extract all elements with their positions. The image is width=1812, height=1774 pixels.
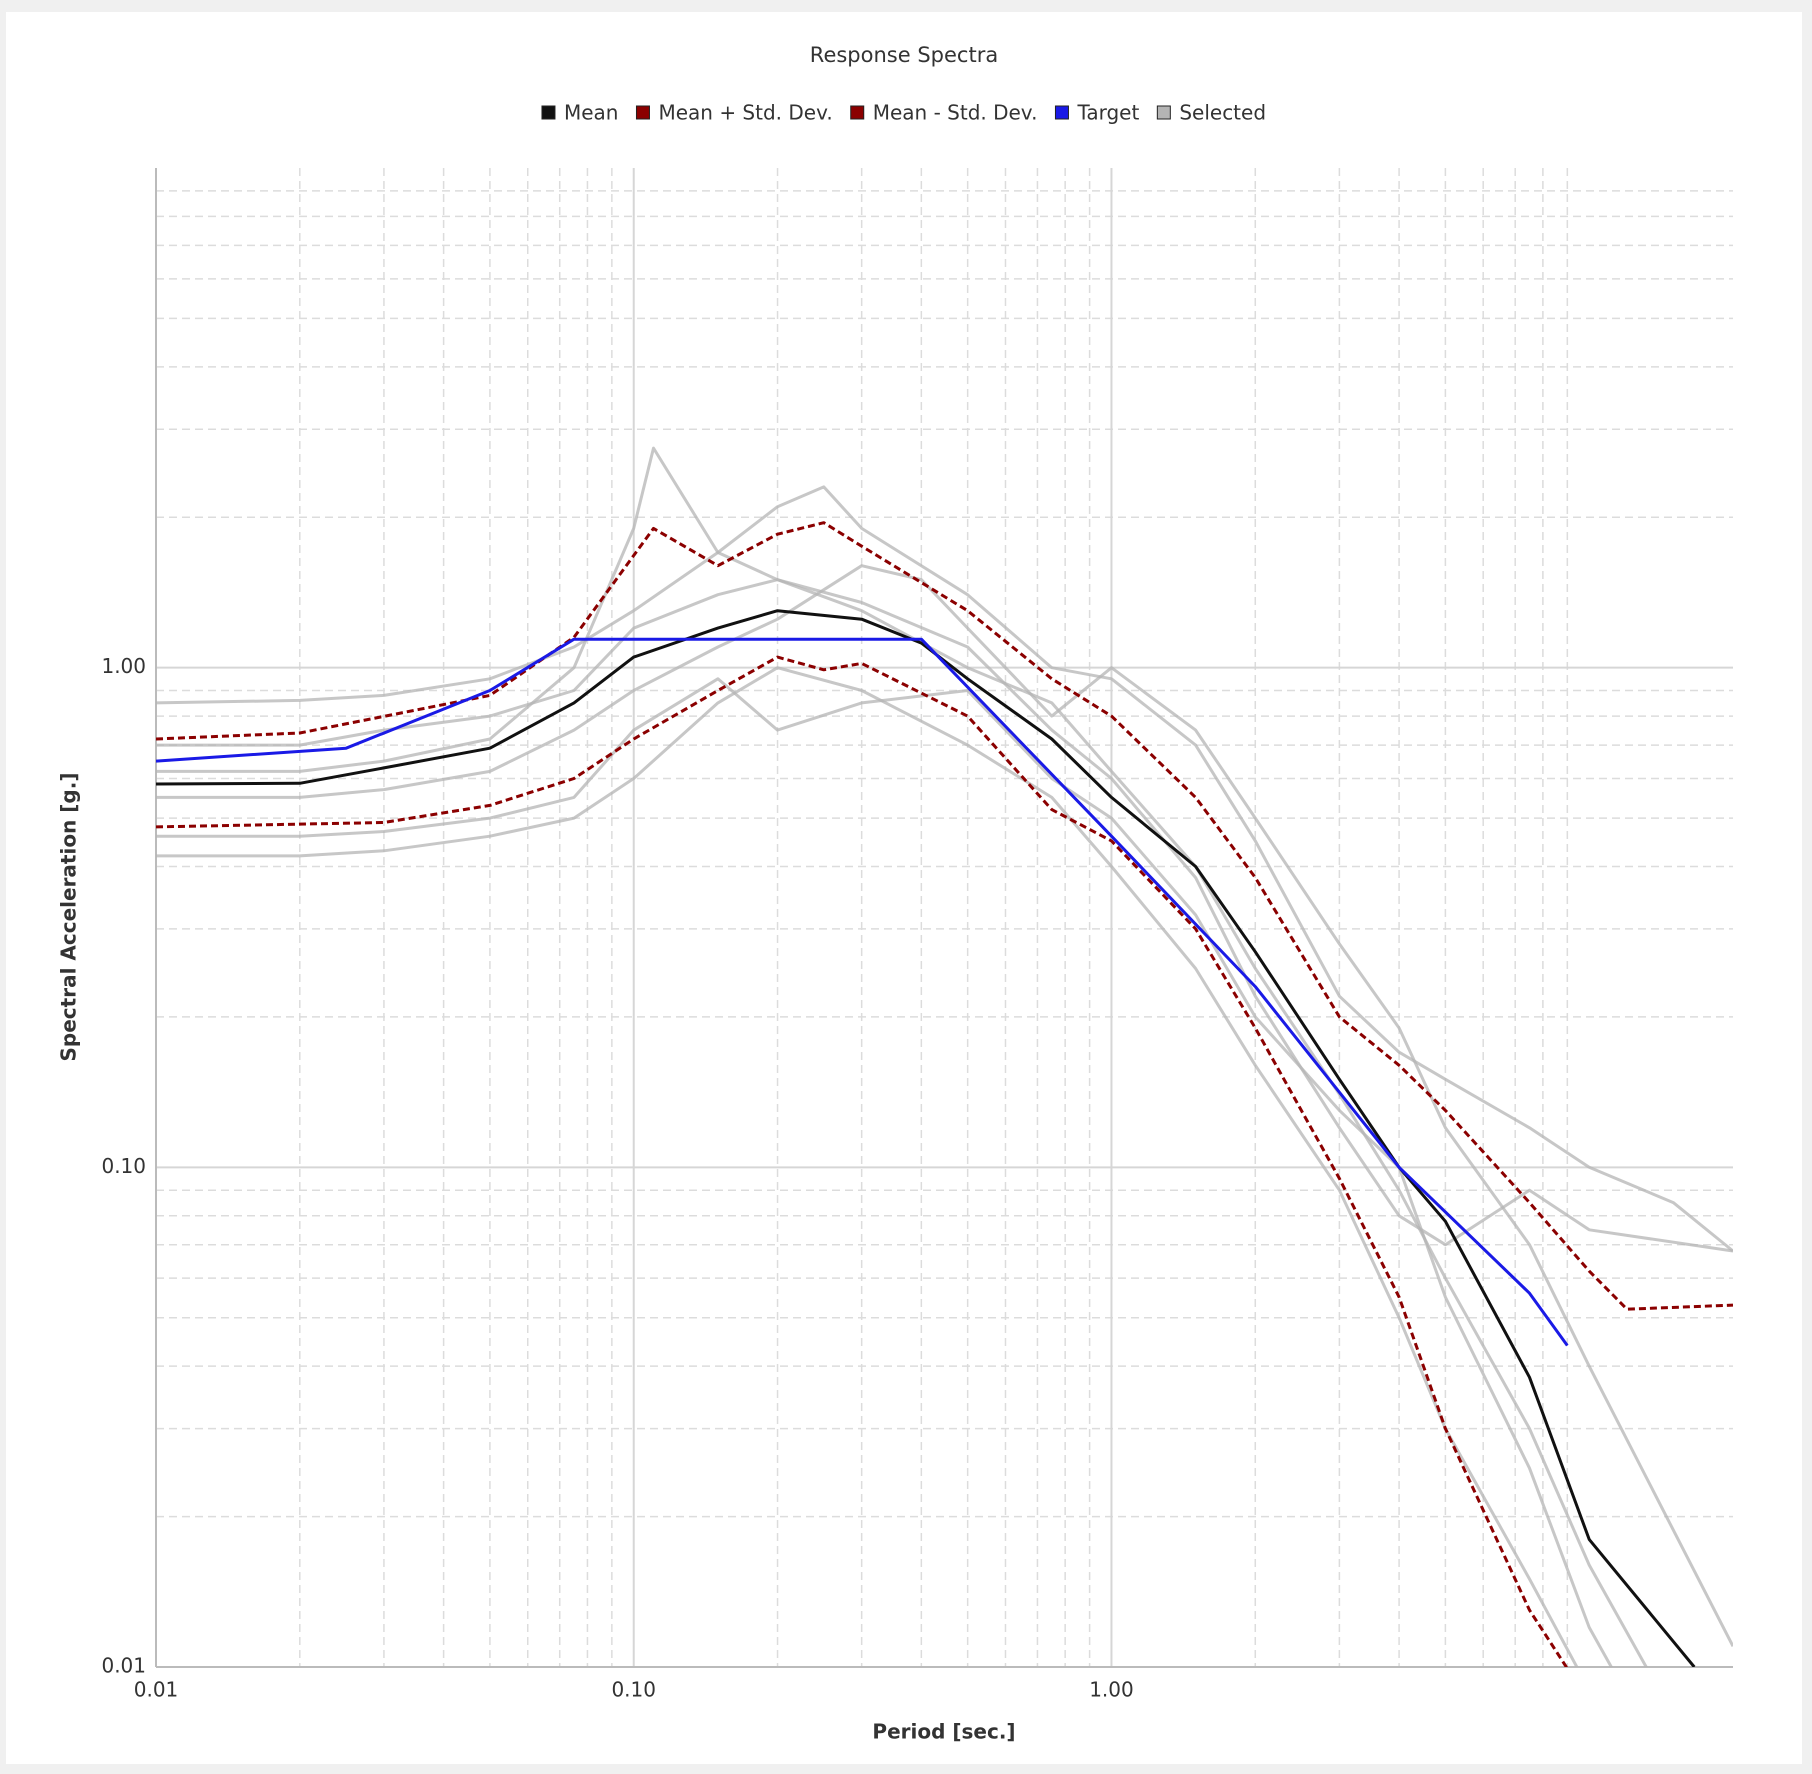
- legend-swatch: [1054, 105, 1069, 120]
- x-tick-label: 0.10: [611, 1678, 656, 1702]
- series-line: [156, 485, 1733, 1253]
- y-axis-label: Spectral Acceleration [g.]: [57, 773, 81, 1062]
- y-tick-label: 0.10: [101, 1154, 146, 1178]
- legend: Selected Mean Mean + Std. Dev. Mean - Std. …: [541, 101, 1266, 125]
- series-line: [156, 655, 1569, 1667]
- plot-area: [156, 446, 1733, 1667]
- y-tick-label: 0.01: [101, 1654, 146, 1678]
- series-line: [156, 666, 1579, 1667]
- series-line: [156, 637, 1569, 1347]
- legend-swatch: [1156, 105, 1171, 120]
- legend-label: Mean - Std. Dev.: [873, 101, 1038, 125]
- series-line: [156, 609, 1696, 1667]
- panel: [6, 12, 1802, 1764]
- x-axis-label: Period [sec.]: [872, 1720, 1015, 1744]
- series-line: [156, 677, 1614, 1667]
- legend-label: Mean: [564, 101, 619, 125]
- legend-swatch: [541, 105, 556, 120]
- legend-label: Mean + Std. Dev.: [658, 101, 832, 125]
- legend-label: Selected: [1179, 101, 1266, 125]
- legend-swatch: [635, 105, 650, 120]
- legend-label: Target: [1076, 101, 1139, 125]
- legend-swatch: [850, 105, 865, 120]
- y-tick-label: 1.00: [101, 654, 146, 678]
- series-line: [156, 578, 1733, 1253]
- x-tick-label: 0.01: [134, 1678, 179, 1702]
- x-tick-label: 1.00: [1089, 1678, 1134, 1702]
- chart-title: Response Spectra: [810, 43, 998, 67]
- series-line: [156, 521, 1733, 1311]
